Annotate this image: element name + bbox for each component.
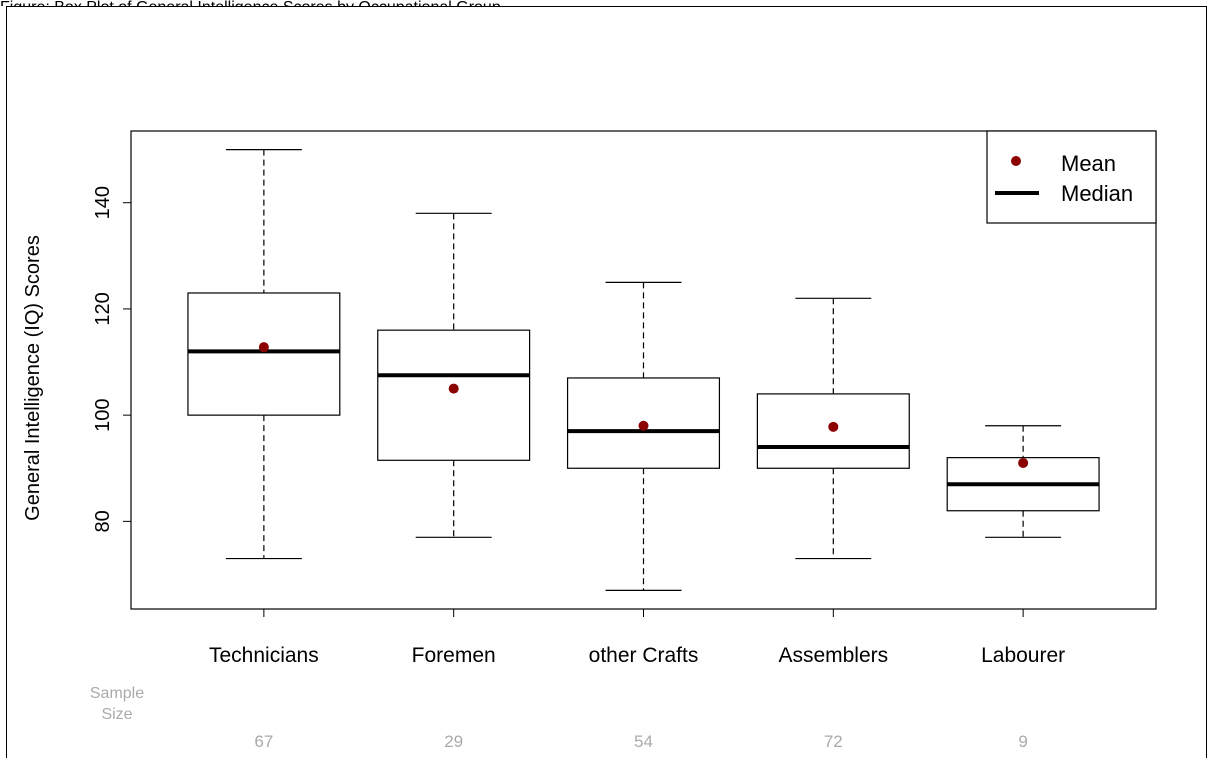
mean-point — [448, 383, 459, 394]
sample-size-value: 67 — [254, 732, 273, 751]
mean-point — [1018, 457, 1029, 468]
legend-mean-marker — [1011, 156, 1021, 166]
x-tick-label: other Crafts — [589, 644, 699, 667]
box-series: Technicians Foremen other Crafts Assemblers… — [187, 148, 1100, 667]
y-tick-label: 120 — [92, 292, 114, 325]
sample-size-value: 54 — [634, 732, 653, 751]
x-tick-label: Technicians — [209, 644, 319, 667]
box-technicians: Technicians — [187, 148, 341, 667]
figure-caption: Figure: Box Plot of General Intelligence… — [0, 0, 1215, 6]
plot-axes: 80 100 120 140 General Intelligence (IQ) Sco… — [22, 130, 1157, 610]
legend: Mean Median — [986, 130, 1157, 224]
legend-median-label: Median — [1061, 181, 1133, 206]
box-foremen: Foremen — [377, 212, 531, 667]
box-assemblers: Assemblers — [756, 297, 910, 667]
figure-frame — [6, 6, 1207, 758]
legend-mean-label: Mean — [1061, 151, 1116, 176]
x-tick-label: Foremen — [412, 644, 496, 667]
mean-point — [828, 421, 839, 432]
x-tick-label: Assemblers — [778, 644, 888, 667]
y-axis-label: General Intelligence (IQ) Scores — [22, 235, 44, 521]
sample-size-value: 9 — [1018, 732, 1027, 751]
iqr-box — [187, 292, 341, 416]
x-tick-label: Labourer — [981, 644, 1065, 667]
sample-size-label: Sample Size — [90, 685, 144, 723]
mean-point — [638, 420, 649, 431]
sample-size-value: 29 — [444, 732, 463, 751]
sample-size-row: Sample Size 67 29 54 72 9 — [90, 685, 1028, 751]
mean-point — [258, 342, 269, 353]
box-other-crafts: other Crafts — [566, 281, 721, 667]
box-labourer: Labourer — [946, 425, 1100, 667]
y-tick-label: 100 — [92, 398, 114, 431]
y-tick-label: 140 — [92, 186, 114, 219]
legend-box — [986, 130, 1157, 224]
sample-size-value: 72 — [824, 732, 843, 751]
y-tick-label: 80 — [92, 510, 114, 532]
iqr-box — [377, 329, 531, 461]
